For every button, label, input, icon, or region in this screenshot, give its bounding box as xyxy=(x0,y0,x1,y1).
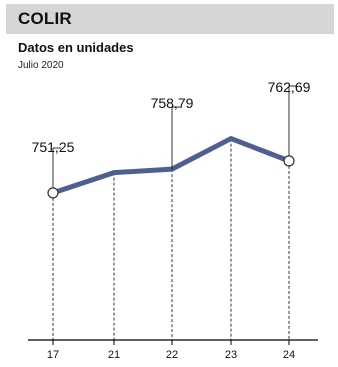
header-bar: COLIR xyxy=(6,4,334,34)
point-marker xyxy=(283,155,295,167)
x-tick-label: 23 xyxy=(225,349,237,361)
chart-period: Julio 2020 xyxy=(18,60,64,71)
data-label: 751,25 xyxy=(32,139,75,155)
chart-subtitle: Datos en unidades xyxy=(18,40,134,55)
data-label: 758,79 xyxy=(151,95,194,111)
data-label: 762,69 xyxy=(268,79,311,95)
x-tick-label: 21 xyxy=(108,349,120,361)
series-line xyxy=(50,136,292,196)
point-marker xyxy=(47,187,59,199)
chart-title: COLIR xyxy=(18,9,72,28)
x-tick-label: 24 xyxy=(283,349,295,361)
x-tick-label: 17 xyxy=(47,349,59,361)
x-tick-label: 22 xyxy=(166,349,178,361)
